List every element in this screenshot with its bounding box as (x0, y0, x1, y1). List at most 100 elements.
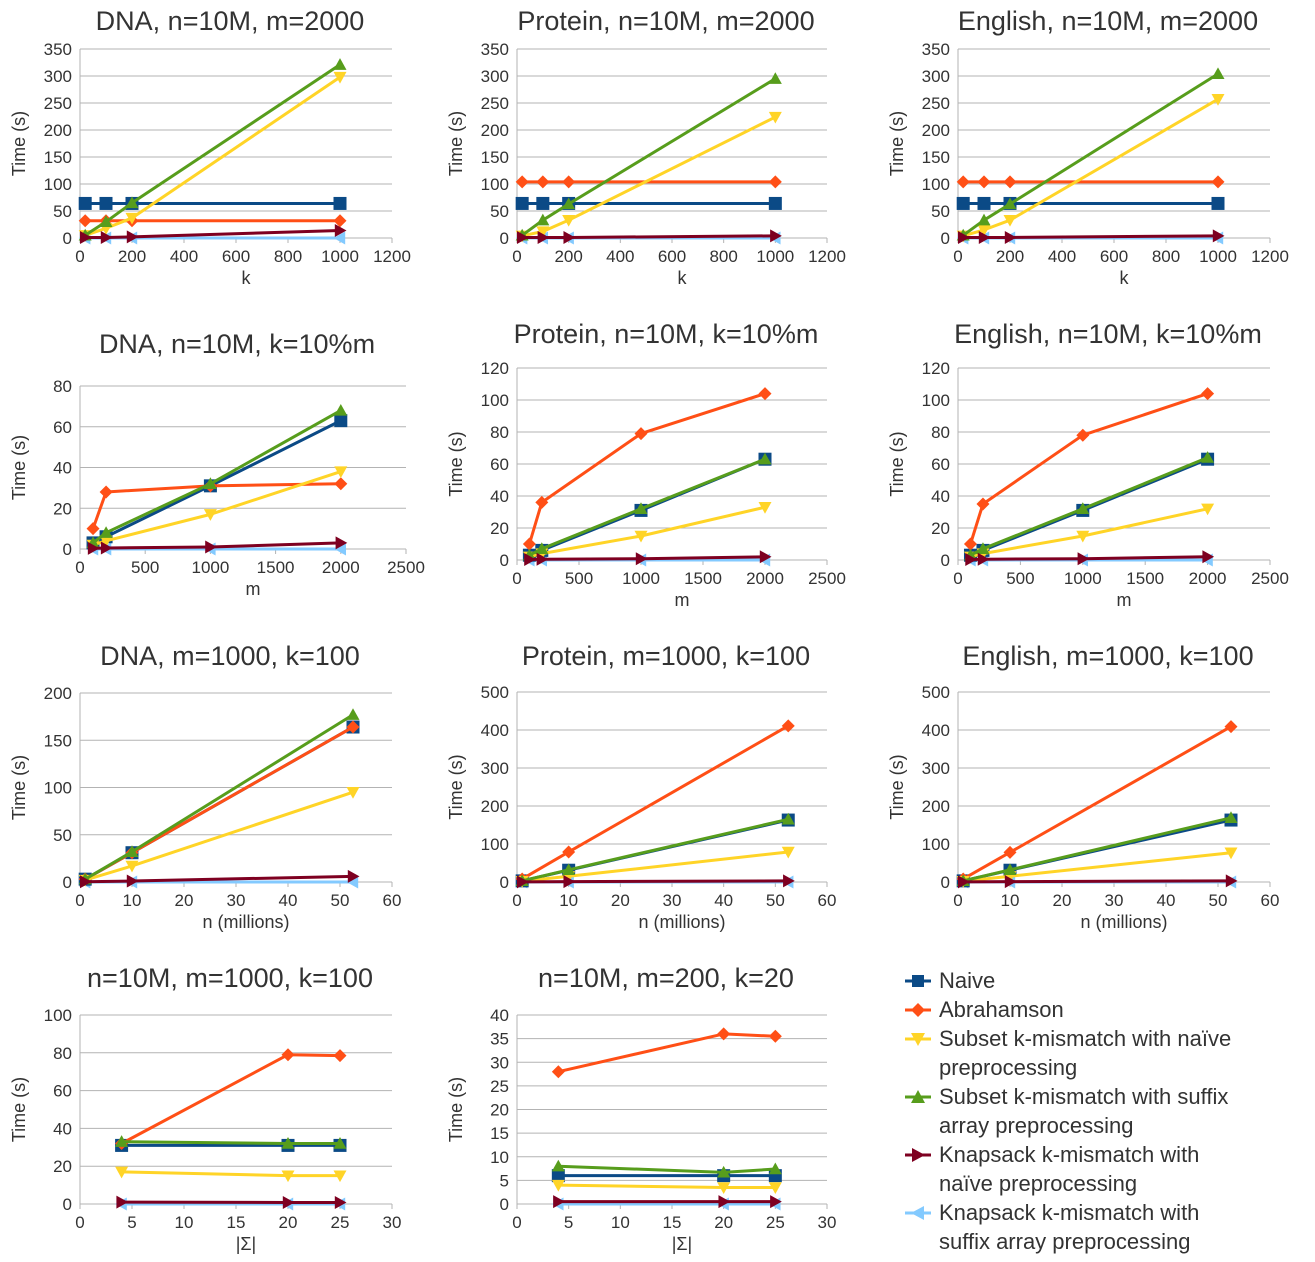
x-tick-label: 600 (1100, 247, 1128, 266)
data-point (524, 553, 536, 567)
series-KnapNaive (116, 1195, 347, 1209)
y-axis-label: Time (s) (887, 431, 907, 496)
y-tick-label: 25 (490, 1077, 509, 1096)
series-line (558, 1164, 776, 1174)
x-tick-label: 40 (1157, 891, 1176, 910)
x-tick-label: 30 (227, 891, 246, 910)
y-tick-label: 60 (53, 1082, 72, 1101)
data-point (781, 719, 795, 733)
series-KnapSuffix (551, 1197, 781, 1211)
data-point (333, 1137, 347, 1149)
x-tick-label: 1500 (1126, 569, 1164, 588)
data-point (717, 1182, 731, 1194)
data-point (115, 1166, 129, 1179)
series-SubsetSuffix (115, 1135, 347, 1149)
data-point (515, 175, 529, 189)
x-tick-label: 0 (512, 569, 521, 588)
y-tick-label: 0 (500, 229, 509, 248)
data-point (768, 196, 782, 210)
x-tick-label: 800 (274, 247, 302, 266)
y-tick-label: 200 (922, 121, 950, 140)
series-KnapNaive (516, 874, 795, 889)
x-tick-label: 20 (279, 1213, 298, 1232)
y-tick-label: 20 (490, 519, 509, 538)
series-line (970, 507, 1208, 559)
y-axis-label: Time (s) (887, 111, 907, 176)
x-tick-label: 2000 (322, 558, 360, 577)
y-tick-label: 0 (941, 873, 950, 892)
data-point (536, 175, 550, 189)
series-line (85, 228, 341, 239)
y-tick-label: 300 (44, 67, 72, 86)
series-Naive (78, 196, 347, 210)
x-tick-label: 25 (331, 1213, 350, 1232)
data-point (125, 212, 139, 225)
y-tick-label: 50 (931, 202, 950, 221)
y-tick-label: 80 (931, 423, 950, 442)
data-point (516, 230, 529, 244)
legend-marker-abrahamson (905, 1003, 931, 1017)
series-Abrahamson (115, 1048, 347, 1151)
series-line (970, 555, 1208, 562)
data-point (346, 787, 360, 799)
x-tick-label: 20 (714, 1213, 733, 1232)
x-axis-label: |Σ| (236, 1234, 256, 1254)
series-line (92, 541, 341, 550)
y-tick-label: 20 (931, 519, 950, 538)
data-point (1211, 175, 1225, 189)
x-tick-label: 50 (1209, 891, 1228, 910)
y-axis-label: Time (s) (9, 435, 29, 500)
x-tick-label: 2500 (808, 569, 846, 588)
x-axis-label: n (millions) (638, 912, 725, 932)
data-point (1201, 387, 1215, 401)
data-point (126, 230, 139, 244)
series-KnapNaive (958, 229, 1225, 244)
x-axis-label: m (1117, 590, 1132, 610)
y-tick-label: 50 (53, 826, 72, 845)
series-KnapNaive (516, 229, 782, 244)
series-line (963, 879, 1232, 884)
data-point (781, 846, 795, 859)
y-tick-label: 100 (481, 835, 509, 854)
y-axis-label: Time (s) (446, 431, 466, 496)
y-tick-label: 150 (44, 148, 72, 167)
legend-label-abrahamson: Abrahamson (939, 997, 1064, 1022)
y-tick-label: 40 (931, 487, 950, 506)
data-point (1225, 874, 1238, 888)
data-point (717, 1027, 731, 1041)
x-tick-label: 0 (75, 891, 84, 910)
legend-marker-knapsack-suffix (905, 1206, 931, 1220)
series-line (962, 97, 1219, 238)
data-point (282, 1195, 295, 1209)
x-tick-label: 30 (1105, 891, 1124, 910)
data-point (562, 845, 576, 859)
x-tick-label: 500 (131, 558, 159, 577)
data-point (1211, 94, 1225, 106)
y-tick-label: 100 (44, 175, 72, 194)
series-line (121, 1140, 340, 1146)
data-point (333, 231, 346, 245)
legend-item-naive: Naive (905, 966, 1305, 995)
series-line (92, 419, 342, 545)
y-tick-label: 150 (922, 148, 950, 167)
data-point (976, 542, 990, 554)
x-tick-label: 2500 (387, 558, 425, 577)
data-point (758, 502, 772, 514)
data-point (333, 196, 347, 210)
data-point (1224, 847, 1238, 860)
series-line (120, 1053, 341, 1145)
chart-panel-2: Protein, n=10M, m=2000 0 50 100 150 200 250 300… (446, 6, 846, 288)
x-tick-label: 50 (331, 891, 350, 910)
y-tick-label: 350 (481, 40, 509, 59)
x-tick-label: 600 (222, 247, 250, 266)
data-point (1077, 552, 1090, 566)
y-tick-label: 35 (490, 1030, 509, 1049)
x-tick-label: 30 (818, 1213, 837, 1232)
data-point (99, 535, 113, 548)
x-tick-label: 2000 (746, 569, 784, 588)
data-point (334, 1195, 347, 1209)
y-tick-label: 100 (481, 391, 509, 410)
y-tick-label: 0 (63, 873, 72, 892)
x-tick-label: 0 (75, 558, 84, 577)
data-point (978, 230, 991, 244)
